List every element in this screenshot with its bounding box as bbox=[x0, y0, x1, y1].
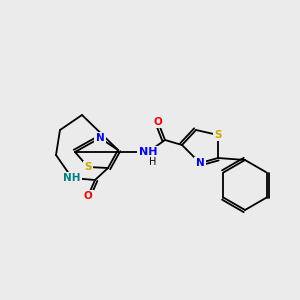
Text: NH: NH bbox=[139, 147, 157, 157]
Text: O: O bbox=[154, 117, 162, 127]
Text: N: N bbox=[96, 133, 104, 143]
Text: S: S bbox=[84, 162, 92, 172]
Text: NH: NH bbox=[63, 173, 81, 183]
Text: S: S bbox=[214, 130, 222, 140]
Text: N: N bbox=[196, 158, 204, 168]
Text: H: H bbox=[149, 157, 157, 167]
Text: O: O bbox=[84, 191, 92, 201]
